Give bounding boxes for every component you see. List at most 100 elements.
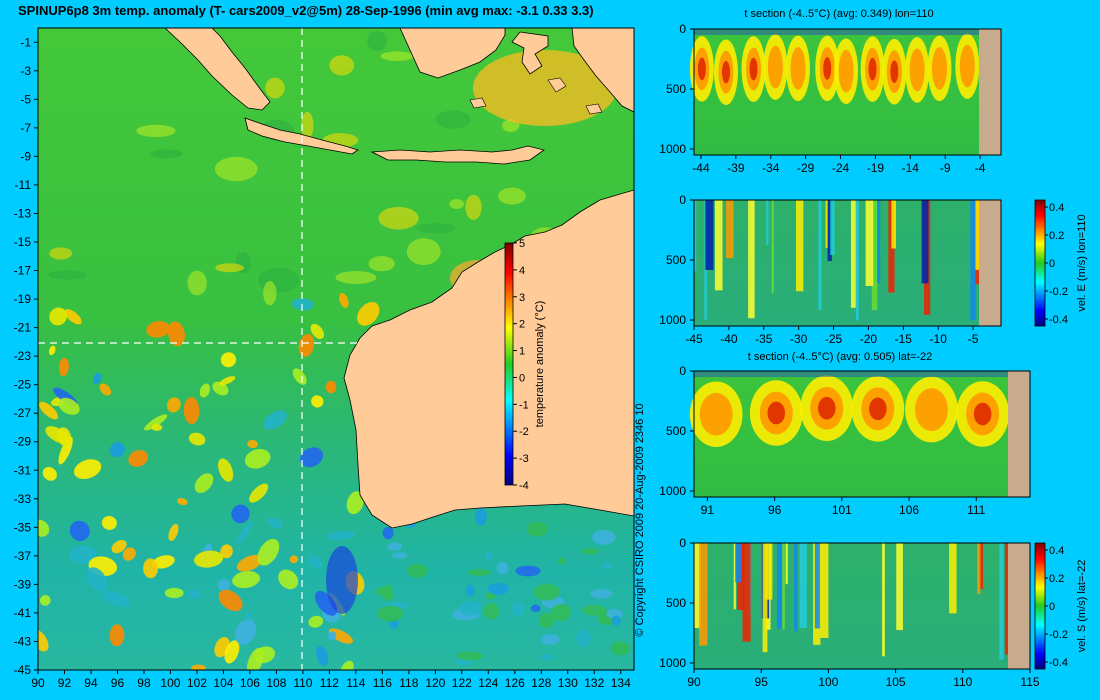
section-velocity-stripe (949, 543, 957, 614)
map-eddy (215, 263, 245, 273)
section-velocity-stripe (977, 543, 981, 594)
map-eddy (291, 298, 314, 311)
section-y-tick-label: 0 (679, 536, 686, 550)
map-eddy (382, 527, 394, 540)
map-eddy (39, 401, 59, 420)
section-velocity-stripe (785, 543, 788, 585)
section-y-tick-label: 0 (679, 22, 686, 36)
map-eddy (530, 604, 541, 612)
map-eddy (466, 584, 475, 597)
map-eddy (367, 30, 388, 52)
map-eddy (538, 612, 555, 629)
new-guinea-land (571, 28, 634, 113)
section-land (1008, 543, 1030, 669)
map-eddy (357, 301, 380, 326)
map-y-tick-label: -29 (14, 435, 32, 449)
map-eddy (219, 376, 236, 386)
map-eddy (416, 223, 456, 234)
section-y-tick-label: 0 (679, 193, 686, 207)
section-velocity-stripe (777, 543, 784, 629)
map-x-tick-label: 112 (320, 676, 339, 690)
map-eddy (278, 569, 299, 590)
map-eddy (92, 372, 102, 385)
map-eddy (289, 555, 299, 564)
map-eddy (109, 442, 126, 458)
section-y-tick-label: 1000 (659, 142, 686, 156)
section-velocity-stripe (830, 200, 835, 255)
section-warm-anomaly (767, 45, 783, 89)
section-warm-anomaly (823, 57, 832, 80)
map-x-tick-label: 122 (452, 676, 472, 690)
map-eddy (38, 629, 49, 652)
section-y-tick-label: 500 (666, 82, 686, 96)
map-eddy (146, 321, 170, 338)
section-velocity-stripe (877, 200, 881, 284)
map-eddy (377, 605, 404, 622)
map-colorbar-ticks: 5 4 3 2 1 0 -1 -2 -3 -4 (513, 238, 529, 492)
map-eddy (309, 555, 323, 569)
section-land (1008, 371, 1030, 497)
section-x-tick-label: -45 (685, 332, 703, 346)
map-colorbar-tick-label: -1 (519, 399, 529, 411)
map-x-tick-label: 126 (505, 676, 525, 690)
map-eddy (540, 633, 560, 645)
map-x-tick-label: 98 (137, 676, 151, 690)
map-eddy (234, 619, 257, 645)
section-x-tick-label: -34 (762, 161, 780, 175)
map-x-tick-label: 124 (478, 676, 498, 690)
map-eddy (168, 523, 179, 541)
map-eddy (49, 247, 73, 260)
map-eddy (435, 110, 471, 129)
map-eddy (475, 507, 487, 526)
map-eddy (143, 558, 158, 579)
map-eddy (249, 483, 269, 503)
section-velocity-stripe (921, 200, 929, 284)
section-y-tick-label: 0 (679, 364, 686, 378)
section-velocity-stripe (771, 200, 774, 294)
map-eddy (406, 563, 428, 578)
map-eddy (191, 664, 207, 670)
australia-land (343, 189, 634, 529)
map-eddy (187, 590, 201, 599)
map-eddy (69, 520, 90, 542)
map-eddy (310, 323, 325, 340)
map-eddy (483, 602, 500, 620)
section-x-tick-label: 101 (832, 503, 852, 517)
map-panel: 90 92 94 96 98 100 102 104 106 108 110 112 114 116 118… (14, 27, 635, 690)
map-eddy (325, 380, 337, 394)
section-warm-anomaly (790, 46, 806, 90)
section-frame (693, 199, 1002, 327)
map-eddy (292, 368, 307, 385)
section-warm-anomaly (932, 46, 947, 90)
map-eddy (381, 593, 394, 600)
map-y-axis: -1 -3 -5 -7 -9 -11 -13 -15 -17 -19 -21 -23 -25 -27 -29… (14, 35, 38, 677)
section-velocity-stripe (820, 543, 829, 638)
map-eddy (48, 345, 56, 356)
section-x-tick-label: -10 (930, 332, 948, 346)
small-islands-land (469, 77, 603, 115)
map-y-tick-label: -1 (20, 35, 31, 49)
map-eddy (311, 395, 324, 408)
section-colorbar-tick-label: 0.2 (1049, 573, 1064, 585)
section-colorbar (1034, 199, 1046, 327)
section-velocity-stripe (794, 543, 798, 632)
section-warm-anomaly (817, 396, 836, 420)
map-eddy (187, 270, 207, 296)
section-y-tick-label: 1000 (659, 313, 686, 327)
map-x-tick-label: 96 (111, 676, 125, 690)
map-colorbar-tick-label: 3 (519, 292, 525, 304)
map-x-tick-label: 104 (213, 676, 233, 690)
map-frame (37, 27, 635, 671)
map-y-tick-label: -15 (14, 235, 32, 249)
map-x-tick-label: 90 (31, 676, 45, 690)
map-eddy (456, 651, 483, 661)
map-eddy (152, 555, 175, 569)
section-surface-layer (694, 371, 1008, 377)
map-y-tick-label: -41 (14, 606, 32, 620)
map-eddy (247, 439, 258, 449)
map-y-tick-label: -25 (14, 378, 32, 392)
map-eddy (224, 640, 240, 664)
map-eddy (601, 562, 612, 570)
section-x-tick-label: -39 (727, 161, 745, 175)
section-velocity-stripe (733, 543, 736, 610)
